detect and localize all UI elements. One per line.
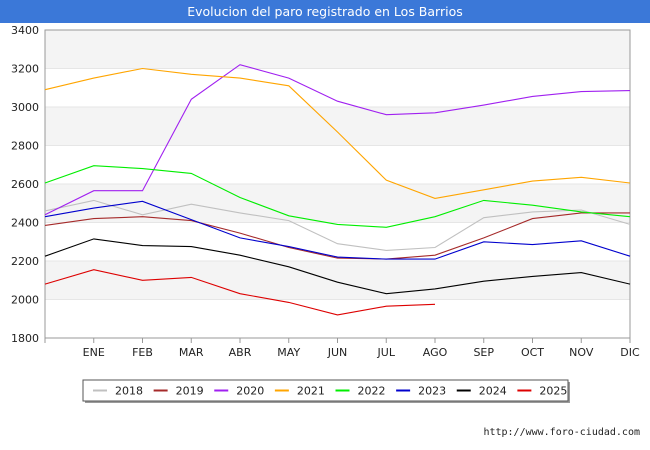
legend-label-2018: 2018 — [115, 385, 143, 398]
y-tick-label: 2200 — [11, 255, 39, 268]
grid-band — [45, 222, 630, 261]
grid-band — [45, 107, 630, 146]
x-tick-label: DIC — [620, 346, 640, 359]
x-tick-label: SEP — [473, 346, 494, 359]
series-line-2020 — [44, 64, 631, 216]
series-line-2024 — [44, 238, 631, 295]
legend-label-2025: 2025 — [539, 385, 567, 398]
x-tick-label: ABR — [229, 346, 252, 359]
series-line-2025 — [44, 269, 436, 316]
x-tick-label: JUN — [327, 346, 348, 359]
x-tick-label: JUL — [377, 346, 396, 359]
x-axis: ENE FEB MAR ABR MAY JUN JUL AGO SEP OCT NOV DIC — [44, 338, 640, 359]
y-tick-label: 2000 — [11, 294, 39, 307]
legend-label-2020: 2020 — [236, 385, 264, 398]
x-tick-label: MAR — [179, 346, 204, 359]
legend: 2018 2019 2020 2021 2022 2023 2024 2025 — [82, 379, 570, 403]
series-line-2021 — [44, 67, 631, 199]
grid-band — [45, 299, 630, 338]
legend-label-2019: 2019 — [176, 385, 204, 398]
x-tick-label: FEB — [132, 346, 153, 359]
y-tick-label: 3400 — [11, 24, 39, 37]
grid-band — [45, 68, 630, 107]
grid-bands — [44, 29, 631, 339]
source-credit: http://www.foro-ciudad.com — [483, 427, 640, 438]
x-tick-label: AGO — [423, 346, 448, 359]
x-tick-label: ENE — [83, 346, 105, 359]
series-lines — [44, 64, 631, 316]
y-tick-label: 2800 — [11, 140, 39, 153]
grid-band — [45, 145, 630, 184]
y-tick-label: 3200 — [11, 63, 39, 76]
x-tick-label: OCT — [521, 346, 544, 359]
x-tick-label: NOV — [569, 346, 594, 359]
y-tick-label: 3000 — [11, 101, 39, 114]
y-tick-label: 1800 — [11, 332, 39, 345]
y-tick-label: 2400 — [11, 217, 39, 230]
series-line-2022 — [44, 165, 631, 228]
y-axis: 1800 2000 2200 2400 2600 2800 3000 3200 3400 — [11, 24, 39, 345]
series-line-2018 — [44, 199, 631, 251]
chart-title: Evolucion del paro registrado en Los Bar… — [0, 0, 650, 23]
legend-label-2024: 2024 — [479, 385, 507, 398]
y-tick-label: 2600 — [11, 178, 39, 191]
grid-band — [45, 261, 630, 300]
legend-label-2021: 2021 — [297, 385, 325, 398]
series-line-2019 — [44, 212, 630, 260]
series-line-2023 — [44, 200, 631, 260]
legend-label-2022: 2022 — [358, 385, 386, 398]
legend-label-2023: 2023 — [418, 385, 446, 398]
x-tick-label: MAY — [277, 346, 300, 359]
grid-band — [45, 30, 630, 69]
legend-box — [82, 379, 569, 402]
